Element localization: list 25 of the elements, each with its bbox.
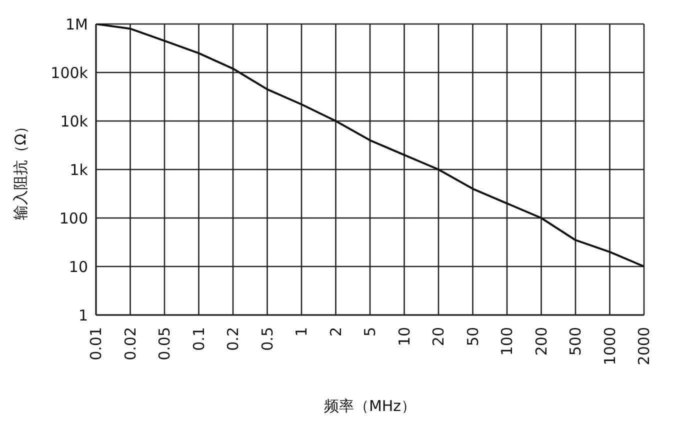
x-tick-label: 50: [464, 327, 482, 346]
y-axis-title: 输入阻抗（Ω）: [11, 118, 30, 220]
y-tick-label: 1M: [66, 15, 88, 34]
y-tick-label: 1k: [70, 160, 88, 179]
y-tick-label: 100k: [50, 64, 88, 82]
x-tick-label: 100: [498, 327, 516, 356]
x-tick-label: 20: [430, 327, 448, 346]
x-tick-label: 10: [395, 327, 414, 346]
y-tick-label: 10k: [60, 112, 88, 130]
x-tick-label: 1000: [600, 327, 619, 366]
x-tick-label: 2000: [635, 327, 653, 366]
x-tick-label: 500: [566, 327, 584, 356]
y-tick-label: 1: [78, 306, 88, 324]
x-tick-label: 0.1: [190, 327, 208, 351]
x-tick-label: 2: [326, 327, 345, 337]
x-tick-label: 0.05: [156, 327, 174, 360]
y-tick-label: 100: [59, 209, 88, 228]
x-tick-label: 5: [361, 327, 379, 337]
y-tick-label: 10: [68, 258, 88, 276]
x-tick-label: 1: [292, 327, 310, 337]
x-tick-label: 0.5: [258, 327, 276, 351]
x-tick-label: 200: [532, 327, 550, 356]
x-tick-label: 0.2: [224, 327, 242, 351]
x-tick-label: 0.02: [121, 327, 140, 360]
x-tick-label: 0.01: [87, 327, 105, 360]
